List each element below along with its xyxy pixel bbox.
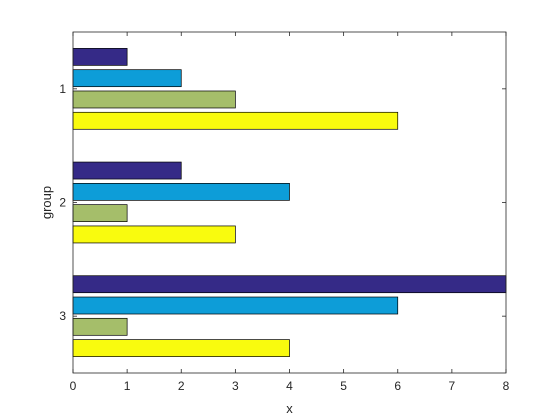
- y-tick-label: 1: [59, 82, 66, 96]
- bar-group-2-series-4: [72, 225, 236, 244]
- bar-group-2-series-3: [72, 204, 128, 222]
- x-tick-label: 3: [232, 379, 239, 393]
- bar-group-1-series-2: [72, 69, 182, 88]
- y-tick-label: 2: [59, 196, 66, 210]
- bar-group-2-series-2: [72, 183, 290, 201]
- bar-group-3-series-4: [72, 339, 290, 357]
- y-tick-label: 3: [59, 309, 66, 323]
- bar-group-3-series-1: [72, 275, 507, 294]
- bar-group-3-series-3: [72, 317, 128, 336]
- plot-area: [73, 32, 506, 373]
- bar-group-3-series-2: [72, 296, 399, 315]
- x-axis-label: x: [286, 401, 293, 416]
- bar-group-1-series-4: [72, 111, 399, 130]
- x-tick-label: 0: [70, 379, 77, 393]
- x-tick-label: 7: [449, 379, 456, 393]
- bar-group-1-series-1: [72, 48, 128, 66]
- x-tick-label: 1: [124, 379, 131, 393]
- y-axis-label: group: [39, 186, 54, 219]
- x-tick-label: 8: [503, 379, 510, 393]
- x-tick-label: 6: [394, 379, 401, 393]
- x-tick-label: 2: [178, 379, 185, 393]
- bar-group-1-series-3: [72, 90, 236, 109]
- ticks-group: 1 2 3 0 1 2 3 4 5 6 7 8: [59, 32, 510, 393]
- x-tick-label: 5: [340, 379, 347, 393]
- bar-group-2-series-1: [72, 161, 182, 180]
- x-tick-label: 4: [286, 379, 293, 393]
- plot-frame: [72, 31, 507, 374]
